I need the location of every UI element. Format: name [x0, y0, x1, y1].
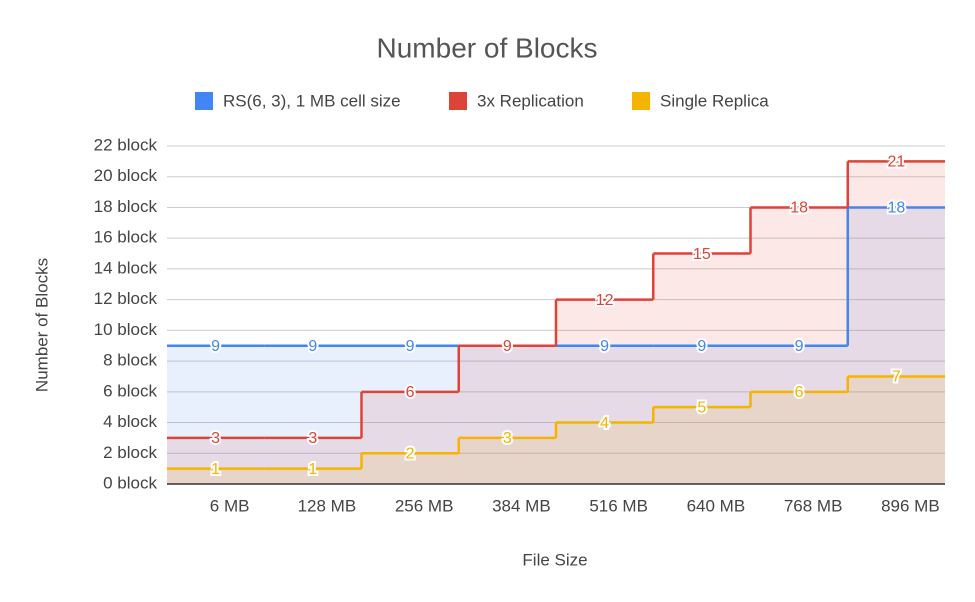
x-tick-label: 256 MB — [395, 496, 454, 515]
x-tick-label: 128 MB — [298, 496, 357, 515]
x-tick-label: 768 MB — [784, 496, 843, 515]
area-step — [653, 253, 751, 484]
y-tick-label: 8 block — [103, 351, 157, 370]
area-step — [750, 345, 848, 484]
area-step — [264, 437, 362, 484]
x-tick-label: 516 MB — [589, 496, 648, 515]
legend-label: 3x Replication — [477, 91, 584, 110]
area-step — [167, 468, 265, 484]
area-step — [847, 161, 945, 484]
data-label: 9 — [406, 338, 415, 355]
x-tick-label: 640 MB — [687, 496, 746, 515]
area-step — [361, 391, 459, 484]
data-label: 6 — [795, 384, 804, 401]
y-tick-label: 20 block — [94, 166, 158, 185]
y-axis-title: Number of Blocks — [32, 258, 51, 392]
area-step — [556, 422, 654, 484]
area-step — [264, 468, 362, 484]
data-label: 9 — [600, 338, 609, 355]
area-step — [847, 207, 945, 485]
y-tick-label: 4 block — [103, 412, 157, 431]
data-label: 3 — [503, 430, 512, 447]
data-label: 5 — [697, 399, 706, 416]
y-tick-label: 2 block — [103, 443, 157, 462]
area-step — [361, 345, 459, 484]
y-tick-label: 0 block — [103, 473, 157, 492]
area-step — [653, 345, 751, 484]
legend-swatch — [449, 92, 467, 110]
area-step — [556, 345, 654, 484]
data-label: 6 — [406, 384, 415, 401]
area-step — [556, 299, 654, 484]
data-label: 9 — [697, 338, 706, 355]
y-tick-label: 12 block — [94, 289, 158, 308]
y-tick-label: 18 block — [94, 197, 158, 216]
data-label: 9 — [308, 338, 317, 355]
area-step — [167, 345, 265, 484]
area-step — [458, 345, 556, 484]
area-step — [653, 407, 751, 484]
area-step — [750, 391, 848, 484]
legend-swatch — [632, 92, 650, 110]
data-label: 9 — [211, 338, 220, 355]
x-tick-label: 896 MB — [881, 496, 940, 515]
legend-label: Single Replica — [660, 91, 769, 110]
area-step — [264, 345, 362, 484]
legend-swatch — [195, 92, 213, 110]
data-label: 15 — [693, 246, 711, 263]
area-step — [458, 345, 556, 484]
y-tick-label: 16 block — [94, 228, 158, 247]
y-tick-label: 22 block — [94, 135, 158, 154]
data-label: 2 — [406, 445, 415, 462]
area-step — [167, 437, 265, 484]
data-label: 9 — [795, 338, 804, 355]
area-step — [361, 453, 459, 484]
chart-title: Number of Blocks — [377, 32, 598, 63]
data-label: 12 — [596, 292, 614, 309]
data-label: 4 — [600, 415, 609, 432]
data-label: 9 — [503, 338, 512, 355]
y-tick-label: 6 block — [103, 381, 157, 400]
area-step — [458, 437, 556, 484]
x-axis-title: File Size — [522, 550, 587, 569]
data-label: 3 — [308, 430, 317, 447]
area-step — [847, 376, 945, 484]
data-label: 18 — [887, 200, 905, 217]
y-tick-label: 10 block — [94, 320, 158, 339]
data-label: 1 — [211, 461, 220, 478]
data-label: 18 — [790, 200, 808, 217]
x-tick-label: 384 MB — [492, 496, 551, 515]
x-tick-label: 6 MB — [210, 496, 250, 515]
data-label: 21 — [887, 154, 905, 171]
y-tick-label: 14 block — [94, 258, 158, 277]
data-label: 7 — [892, 369, 901, 386]
data-label: 9 — [503, 338, 512, 355]
data-label: 3 — [211, 430, 220, 447]
data-label: 1 — [308, 461, 317, 478]
legend-label: RS(6, 3), 1 MB cell size — [223, 91, 401, 110]
